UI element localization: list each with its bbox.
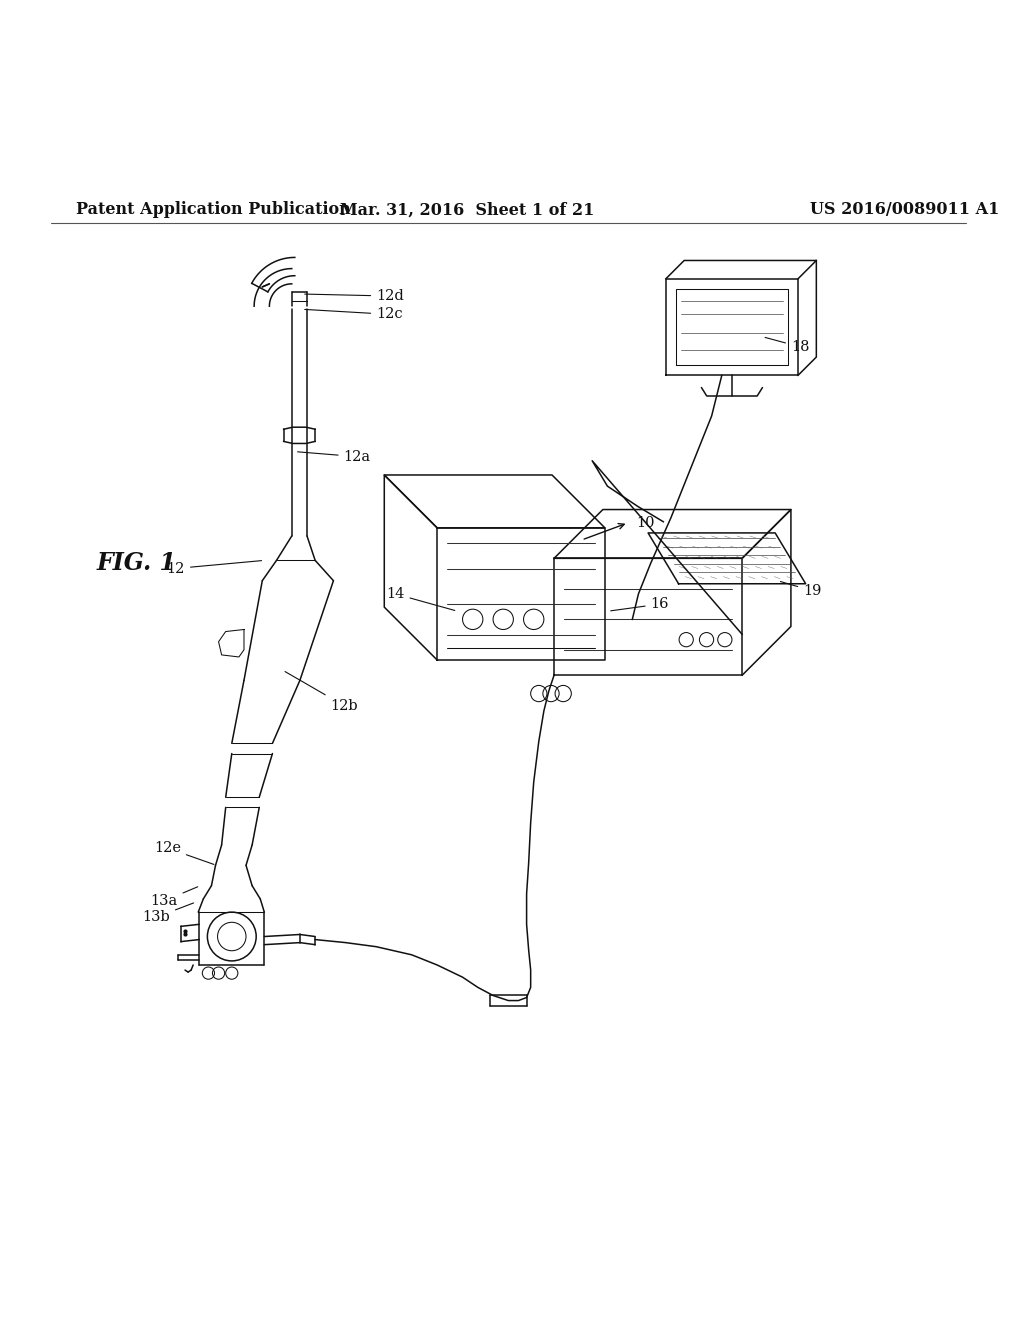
Text: 10: 10 bbox=[636, 516, 655, 529]
Text: 12: 12 bbox=[167, 561, 261, 576]
Text: Mar. 31, 2016  Sheet 1 of 21: Mar. 31, 2016 Sheet 1 of 21 bbox=[340, 201, 595, 218]
Text: 12a: 12a bbox=[298, 450, 371, 463]
Text: 19: 19 bbox=[780, 582, 821, 598]
Text: 12c: 12c bbox=[305, 308, 402, 321]
Text: 18: 18 bbox=[765, 338, 809, 354]
Text: 12e: 12e bbox=[154, 841, 214, 865]
Text: Patent Application Publication: Patent Application Publication bbox=[76, 201, 351, 218]
Text: 16: 16 bbox=[610, 597, 669, 611]
Text: 14: 14 bbox=[386, 587, 455, 610]
Text: 12d: 12d bbox=[305, 289, 403, 304]
Text: 12b: 12b bbox=[285, 672, 358, 713]
Text: 13b: 13b bbox=[142, 903, 194, 924]
Text: 13a: 13a bbox=[151, 887, 198, 908]
Text: FIG. 1: FIG. 1 bbox=[96, 552, 176, 576]
Text: US 2016/0089011 A1: US 2016/0089011 A1 bbox=[810, 201, 999, 218]
